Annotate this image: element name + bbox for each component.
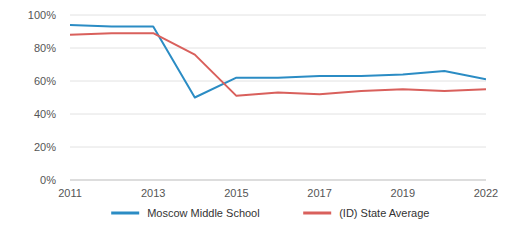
y-grid [70, 15, 486, 180]
grid-line [70, 180, 486, 181]
x-tick-label: 2019 [391, 187, 415, 199]
y-tick-label: 100% [28, 9, 56, 21]
chart: 0% 20% 40% 60% 80% 100% 2011 2013 2015 2017 2019 20… [0, 0, 524, 230]
grid-line [70, 48, 486, 49]
legend-label: Moscow Middle School [147, 207, 260, 219]
legend: Moscow Middle School (ID) State Average [111, 207, 429, 219]
x-tick-label: 2013 [141, 187, 165, 199]
grid-line [70, 147, 486, 148]
y-tick-label: 40% [34, 108, 56, 120]
grid-line [70, 81, 486, 82]
plot-area [70, 25, 486, 98]
y-tick-label: 60% [34, 75, 56, 87]
x-tick-label: 2017 [307, 187, 331, 199]
x-tick-label: 2015 [224, 187, 248, 199]
legend-swatch [303, 212, 331, 215]
x-tick-label: 2022 [474, 187, 498, 199]
series-line [70, 33, 486, 96]
y-tick-label: 80% [34, 42, 56, 54]
y-tick-label: 20% [34, 141, 56, 153]
legend-label: (ID) State Average [339, 207, 429, 219]
x-tick-label: 2011 [58, 187, 82, 199]
y-tick-label: 0% [40, 174, 56, 186]
legend-swatch [111, 212, 139, 215]
series-line [70, 25, 486, 98]
grid-line [70, 114, 486, 115]
grid-line [70, 15, 486, 16]
